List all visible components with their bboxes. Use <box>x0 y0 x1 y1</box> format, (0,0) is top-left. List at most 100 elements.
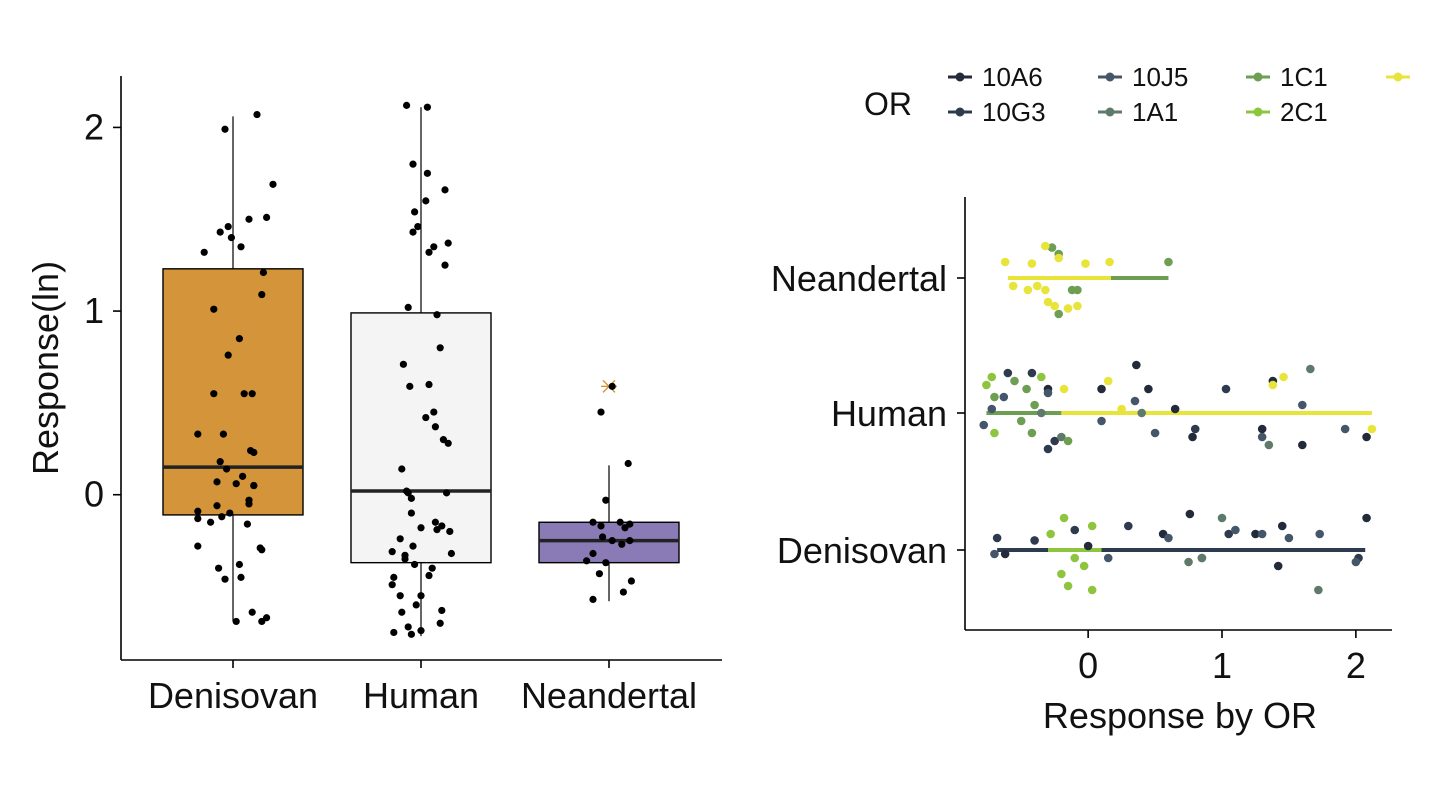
point-10j5 <box>1298 400 1307 410</box>
point-human <box>409 228 417 236</box>
point-yellow <box>1023 285 1033 295</box>
point-2c1 <box>987 372 997 382</box>
box-human <box>350 312 492 564</box>
point-1a1 <box>1306 364 1315 374</box>
point-human <box>409 542 417 550</box>
point-human <box>433 526 441 534</box>
point-human <box>398 465 406 473</box>
point-denisovan <box>269 180 277 188</box>
point-human <box>423 169 431 177</box>
point-10j5 <box>987 404 997 414</box>
point-human <box>446 527 454 536</box>
point-10a6 <box>1362 513 1371 523</box>
point-2c1 <box>1063 581 1073 591</box>
point-10g3 <box>1124 521 1133 531</box>
point-human <box>417 592 425 600</box>
point-neandertal <box>626 537 634 545</box>
point-human <box>425 248 433 256</box>
point-yellow <box>1027 259 1037 268</box>
point-neandertal <box>597 522 605 530</box>
point-human <box>425 571 433 580</box>
y-axis-title: Response(ln) <box>25 261 66 475</box>
point-1c1 <box>1063 436 1073 446</box>
point-human <box>406 382 414 390</box>
point-human <box>436 619 444 627</box>
point-human <box>411 560 419 569</box>
x-tick-label: Human <box>363 675 479 716</box>
point-denisovan <box>235 335 243 343</box>
point-10a6 <box>1097 384 1106 394</box>
x-tick-label-right: 1 <box>1212 645 1232 686</box>
point-2c1 <box>1079 561 1089 571</box>
point-yellow <box>1059 384 1069 394</box>
point-human <box>401 551 409 559</box>
legend-item-2c1[interactable]: 2C1 <box>1246 97 1328 127</box>
point-denisovan <box>248 390 256 398</box>
point-human <box>433 311 441 319</box>
point-2c1 <box>1036 372 1046 382</box>
point-neandertal <box>589 518 597 526</box>
point-1c1 <box>1016 416 1026 426</box>
point-denisovan <box>232 480 240 488</box>
boxplot-points <box>194 101 636 638</box>
point-denisovan <box>263 213 271 222</box>
point-10g3 <box>1043 444 1053 454</box>
point-10g3 <box>1070 525 1080 535</box>
point-human <box>444 439 452 447</box>
x-axis-title-right: Response by OR <box>1043 695 1317 736</box>
point-denisovan <box>194 514 202 523</box>
legend-item-10j5[interactable]: 10J5 <box>1098 62 1188 92</box>
point-human <box>447 549 455 558</box>
point-human <box>407 494 415 502</box>
point-human <box>430 408 438 416</box>
point-human <box>403 487 411 495</box>
point-neandertal <box>583 557 591 565</box>
legend-item-1a1[interactable]: 1A1 <box>1098 97 1178 127</box>
legend-item-yellow[interactable] <box>1386 72 1410 82</box>
point-1a1 <box>1197 553 1207 563</box>
point-human <box>399 360 407 368</box>
point-10a6 <box>1298 440 1307 450</box>
point-10a6 <box>1188 432 1197 442</box>
point-10a6 <box>1273 561 1283 571</box>
point-human <box>407 630 415 638</box>
legend: OR 10A6 10J5 1C1 10G3 1A1 2C1 <box>864 62 1410 127</box>
point-human <box>404 623 412 631</box>
point-denisovan <box>207 518 215 526</box>
point-human <box>431 518 439 526</box>
point-human <box>390 573 398 581</box>
point-10j5 <box>1103 553 1113 563</box>
point-human <box>390 628 398 637</box>
point-denisovan <box>258 617 266 626</box>
point-denisovan <box>245 215 253 223</box>
point-human <box>396 535 404 543</box>
point-10j5 <box>1231 525 1240 535</box>
x-tick-label: Neandertal <box>521 675 697 716</box>
point-yellow <box>1008 281 1018 291</box>
point-1c1 <box>1164 257 1173 267</box>
point-human <box>388 548 396 556</box>
y-tick-label-right: Neandertal <box>771 258 947 299</box>
legend-item-10a6[interactable]: 10A6 <box>948 62 1043 92</box>
legend-label: 1C1 <box>1280 62 1328 92</box>
point-10j5 <box>1097 416 1106 426</box>
point-10g3 <box>992 533 1002 543</box>
point-10a6 <box>1132 360 1141 370</box>
legend-item-1c1[interactable]: 1C1 <box>1246 62 1328 92</box>
point-neandertal <box>618 540 626 548</box>
point-1c1 <box>1030 400 1039 410</box>
point-denisovan <box>245 496 253 504</box>
x-tick-label: Denisovan <box>148 675 318 716</box>
point-yellow <box>1043 297 1053 307</box>
point-human <box>422 413 430 422</box>
legend-item-10g3[interactable]: 10G3 <box>948 97 1046 127</box>
point-10j5 <box>1315 529 1325 539</box>
point-human <box>423 103 431 111</box>
point-human <box>409 160 417 168</box>
point-denisovan <box>194 542 202 550</box>
legend-title: OR <box>864 86 912 122</box>
point-denisovan <box>232 617 240 626</box>
point-denisovan <box>226 509 234 517</box>
point-human <box>431 423 439 431</box>
